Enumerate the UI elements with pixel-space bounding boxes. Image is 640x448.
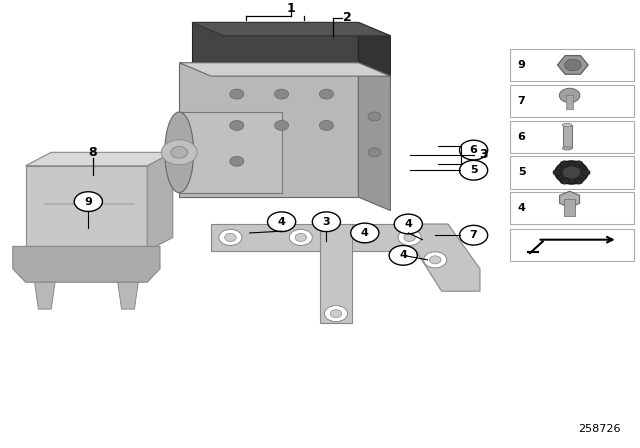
Circle shape [275, 89, 289, 99]
Text: 4: 4 [361, 228, 369, 238]
Polygon shape [403, 224, 480, 291]
Polygon shape [192, 22, 358, 72]
Circle shape [171, 146, 188, 158]
Text: 258726: 258726 [579, 424, 621, 434]
Circle shape [574, 178, 583, 184]
Text: 4: 4 [278, 217, 285, 227]
Circle shape [460, 225, 488, 245]
Text: 6: 6 [518, 132, 525, 142]
Text: 9: 9 [84, 197, 92, 207]
Circle shape [560, 178, 569, 184]
Circle shape [74, 192, 102, 211]
Text: 2: 2 [343, 11, 352, 25]
Polygon shape [320, 224, 352, 323]
Circle shape [404, 233, 415, 241]
Circle shape [394, 214, 422, 234]
Circle shape [563, 166, 580, 179]
Text: 9: 9 [518, 60, 525, 70]
Polygon shape [211, 224, 448, 251]
Circle shape [581, 169, 590, 176]
Polygon shape [559, 191, 580, 207]
Bar [564, 199, 575, 216]
Text: 4: 4 [399, 250, 407, 260]
Circle shape [368, 112, 381, 121]
Text: 5: 5 [470, 165, 477, 175]
Bar [566, 95, 573, 109]
Circle shape [368, 148, 381, 157]
Bar [563, 125, 572, 148]
Polygon shape [13, 246, 160, 282]
Circle shape [460, 160, 488, 180]
Circle shape [564, 59, 581, 71]
Circle shape [230, 89, 244, 99]
Circle shape [268, 212, 296, 232]
Polygon shape [192, 22, 390, 36]
Text: 1: 1 [287, 2, 296, 16]
Bar [510, 156, 634, 189]
Bar [510, 121, 634, 153]
Polygon shape [358, 63, 390, 211]
Bar [510, 85, 634, 117]
Text: 4: 4 [518, 203, 525, 213]
Polygon shape [26, 152, 173, 166]
Circle shape [275, 121, 289, 130]
Bar [510, 192, 634, 224]
Text: 3: 3 [323, 217, 330, 227]
Polygon shape [179, 63, 390, 76]
Circle shape [219, 229, 242, 246]
Polygon shape [147, 152, 173, 251]
Text: 5: 5 [518, 168, 525, 177]
Polygon shape [358, 22, 390, 85]
Ellipse shape [563, 146, 572, 150]
Text: 7: 7 [518, 96, 525, 106]
Text: 7: 7 [470, 230, 477, 240]
Polygon shape [179, 63, 358, 197]
Bar [510, 49, 634, 81]
Circle shape [230, 156, 244, 166]
Circle shape [574, 161, 583, 167]
Ellipse shape [563, 123, 572, 127]
Polygon shape [118, 282, 138, 309]
Circle shape [324, 306, 348, 322]
Polygon shape [26, 166, 147, 251]
Circle shape [560, 161, 569, 167]
Circle shape [161, 140, 197, 165]
Circle shape [389, 246, 417, 265]
Circle shape [559, 88, 580, 103]
Circle shape [460, 140, 488, 160]
Circle shape [312, 212, 340, 232]
Circle shape [319, 89, 333, 99]
Text: 8: 8 [88, 146, 97, 159]
Ellipse shape [165, 112, 194, 193]
Circle shape [330, 310, 342, 318]
Circle shape [319, 121, 333, 130]
Bar [510, 229, 634, 261]
Polygon shape [35, 282, 55, 309]
Text: 3: 3 [479, 148, 488, 161]
Circle shape [398, 229, 421, 246]
Text: 6: 6 [470, 145, 477, 155]
Circle shape [351, 223, 379, 243]
Circle shape [555, 161, 588, 184]
Circle shape [295, 233, 307, 241]
Circle shape [230, 121, 244, 130]
Circle shape [429, 256, 441, 264]
Circle shape [289, 229, 312, 246]
Polygon shape [179, 112, 282, 193]
Circle shape [553, 169, 562, 176]
Polygon shape [557, 56, 588, 74]
Circle shape [225, 233, 236, 241]
Circle shape [424, 252, 447, 268]
Text: 4: 4 [404, 219, 412, 229]
